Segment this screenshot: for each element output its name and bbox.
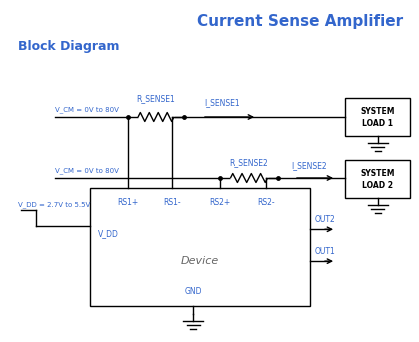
Text: R_SENSE1: R_SENSE1 bbox=[137, 94, 176, 103]
Text: V_DD: V_DD bbox=[98, 229, 119, 238]
Text: RS1-: RS1- bbox=[163, 198, 181, 207]
Text: V_DD = 2.7V to 5.5V: V_DD = 2.7V to 5.5V bbox=[18, 201, 90, 208]
Text: LOAD 1: LOAD 1 bbox=[362, 118, 393, 128]
Text: I_SENSE1: I_SENSE1 bbox=[204, 98, 240, 107]
Text: Current Sense Amplifier: Current Sense Amplifier bbox=[197, 14, 403, 29]
Text: LOAD 2: LOAD 2 bbox=[362, 181, 393, 189]
Text: RS2-: RS2- bbox=[257, 198, 275, 207]
Bar bbox=[345, 98, 410, 136]
Text: OUT1: OUT1 bbox=[315, 247, 336, 256]
Text: Block Diagram: Block Diagram bbox=[18, 40, 119, 53]
Text: RS2+: RS2+ bbox=[210, 198, 230, 207]
Text: RS1+: RS1+ bbox=[117, 198, 139, 207]
Text: V_CM = 0V to 80V: V_CM = 0V to 80V bbox=[55, 167, 119, 174]
Text: Device: Device bbox=[181, 256, 219, 266]
Text: SYSTEM: SYSTEM bbox=[360, 169, 395, 177]
Text: OUT2: OUT2 bbox=[315, 215, 336, 224]
Text: GND: GND bbox=[185, 287, 202, 296]
Text: SYSTEM: SYSTEM bbox=[360, 106, 395, 116]
Bar bbox=[345, 160, 410, 198]
Text: R_SENSE2: R_SENSE2 bbox=[230, 158, 269, 167]
Bar bbox=[90, 188, 310, 306]
Text: V_CM = 0V to 80V: V_CM = 0V to 80V bbox=[55, 106, 119, 113]
Text: I_SENSE2: I_SENSE2 bbox=[291, 161, 327, 170]
